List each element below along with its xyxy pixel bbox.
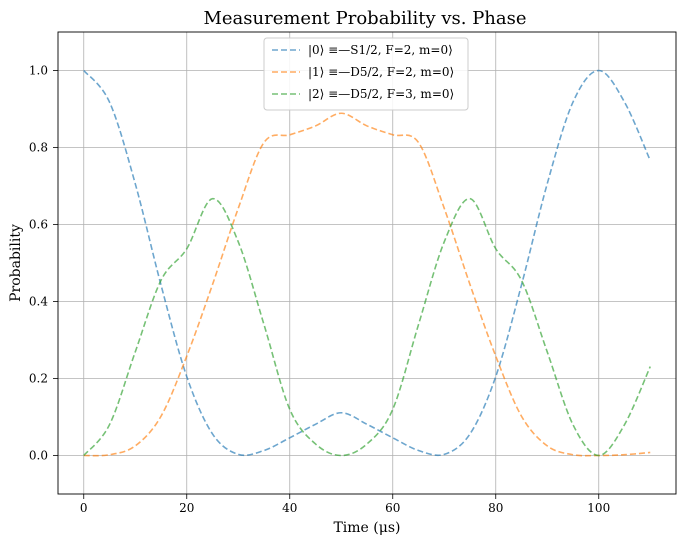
x-tick-label: 100 [587, 501, 610, 515]
y-tick-label: 0.0 [29, 449, 48, 463]
x-tick-label: 20 [179, 501, 194, 515]
x-tick-label: 0 [80, 501, 88, 515]
x-axis-label: Time (μs) [333, 520, 400, 536]
y-tick-label: 0.6 [29, 218, 48, 232]
y-tick-label: 0.2 [29, 372, 48, 386]
chart-title: Measurement Probability vs. Phase [203, 8, 526, 29]
legend-label-state-1: |1⟩ ≡—D5/2, F=2, m=0⟩ [308, 65, 454, 79]
axis-ticks: 0 20 40 60 80 100 0.0 0.2 0.4 0.6 0.8 1.0 [29, 64, 610, 516]
y-tick-label: 0.8 [29, 141, 48, 155]
series-line-state-1 [83, 112, 651, 457]
legend: |0⟩ ≡—S1/2, F=2, m=0⟩ |1⟩ ≡—D5/2, F=2, m=… [263, 37, 469, 111]
y-tick-label: 0.4 [29, 295, 48, 309]
series-line-state-0 [83, 69, 651, 457]
x-tick-label: 60 [385, 501, 400, 515]
y-tick-label: 1.0 [29, 64, 48, 78]
plot-frame [57, 31, 677, 495]
series-line-state-2 [83, 197, 651, 457]
legend-box [263, 37, 469, 111]
legend-label-state-0: |0⟩ ≡—S1/2, F=2, m=0⟩ [308, 43, 453, 57]
series-lines [83, 69, 651, 457]
x-tick-label: 40 [282, 501, 297, 515]
legend-label-state-2: |2⟩ ≡—D5/2, F=3, m=0⟩ [308, 87, 454, 101]
x-tick-label: 80 [488, 501, 503, 515]
y-axis-label: Probability [8, 224, 24, 302]
